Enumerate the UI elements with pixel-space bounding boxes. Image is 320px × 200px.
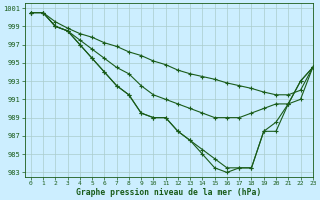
X-axis label: Graphe pression niveau de la mer (hPa): Graphe pression niveau de la mer (hPa) [76,188,261,197]
